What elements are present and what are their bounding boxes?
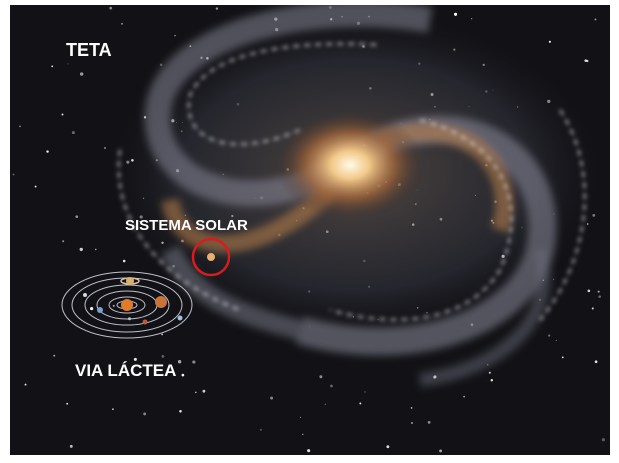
star bbox=[588, 290, 591, 293]
star bbox=[325, 404, 326, 405]
star bbox=[454, 13, 457, 16]
star bbox=[489, 372, 491, 374]
star bbox=[113, 305, 115, 307]
label-via-lactea: VIA LÁCTEA bbox=[75, 361, 176, 380]
star bbox=[330, 385, 333, 388]
star bbox=[549, 41, 551, 43]
sun-location bbox=[207, 253, 215, 261]
star bbox=[62, 240, 64, 242]
star bbox=[463, 396, 465, 398]
star bbox=[68, 63, 69, 64]
star bbox=[123, 260, 126, 263]
star bbox=[598, 295, 601, 298]
star bbox=[411, 422, 413, 424]
star bbox=[35, 186, 37, 188]
star bbox=[386, 445, 389, 448]
star bbox=[562, 357, 564, 359]
star bbox=[182, 374, 185, 377]
star bbox=[162, 355, 165, 358]
star bbox=[179, 410, 182, 413]
star bbox=[143, 412, 146, 415]
label-sistema-solar: SISTEMA SOLAR bbox=[125, 217, 248, 234]
star bbox=[319, 375, 322, 378]
star bbox=[46, 150, 48, 152]
galactic-core bbox=[275, 110, 425, 220]
star bbox=[595, 360, 598, 363]
star bbox=[364, 391, 366, 393]
star bbox=[80, 72, 83, 75]
star bbox=[178, 360, 181, 363]
star bbox=[602, 438, 605, 441]
star bbox=[51, 66, 53, 68]
star bbox=[72, 131, 75, 134]
star bbox=[491, 379, 493, 381]
star bbox=[359, 403, 361, 405]
star bbox=[471, 18, 472, 19]
star bbox=[25, 384, 27, 386]
star bbox=[19, 126, 21, 128]
star bbox=[556, 340, 557, 341]
star bbox=[192, 360, 195, 363]
star bbox=[109, 7, 112, 10]
star bbox=[61, 113, 63, 115]
photo: TETA SISTEMA SOLAR VIA LÁCTEA bbox=[10, 5, 610, 455]
star bbox=[70, 445, 73, 448]
star bbox=[428, 421, 431, 424]
star bbox=[66, 403, 68, 405]
star bbox=[112, 408, 114, 410]
star bbox=[161, 334, 163, 336]
star bbox=[270, 397, 273, 400]
star bbox=[594, 19, 596, 21]
star bbox=[95, 249, 97, 251]
star bbox=[302, 434, 303, 435]
star bbox=[80, 248, 83, 251]
star bbox=[90, 307, 93, 310]
star bbox=[598, 291, 600, 293]
star bbox=[439, 449, 442, 452]
star bbox=[75, 215, 78, 218]
galaxy-image: TETA SISTEMA SOLAR VIA LÁCTEA bbox=[0, 0, 619, 463]
star bbox=[203, 390, 206, 393]
label-teta: TETA bbox=[66, 40, 112, 60]
star bbox=[548, 335, 550, 337]
star bbox=[104, 147, 106, 149]
star bbox=[160, 64, 163, 67]
star bbox=[584, 59, 587, 62]
star bbox=[13, 174, 15, 176]
star bbox=[307, 449, 310, 452]
star bbox=[260, 429, 262, 431]
star bbox=[300, 417, 301, 418]
star bbox=[174, 35, 175, 36]
star bbox=[53, 355, 55, 357]
star bbox=[553, 279, 554, 280]
star bbox=[121, 23, 122, 24]
star bbox=[195, 392, 196, 393]
star bbox=[411, 407, 413, 409]
star bbox=[592, 307, 594, 309]
page: TETA SISTEMA SOLAR VIA LÁCTEA (() => { c… bbox=[0, 0, 619, 463]
star bbox=[216, 7, 218, 9]
